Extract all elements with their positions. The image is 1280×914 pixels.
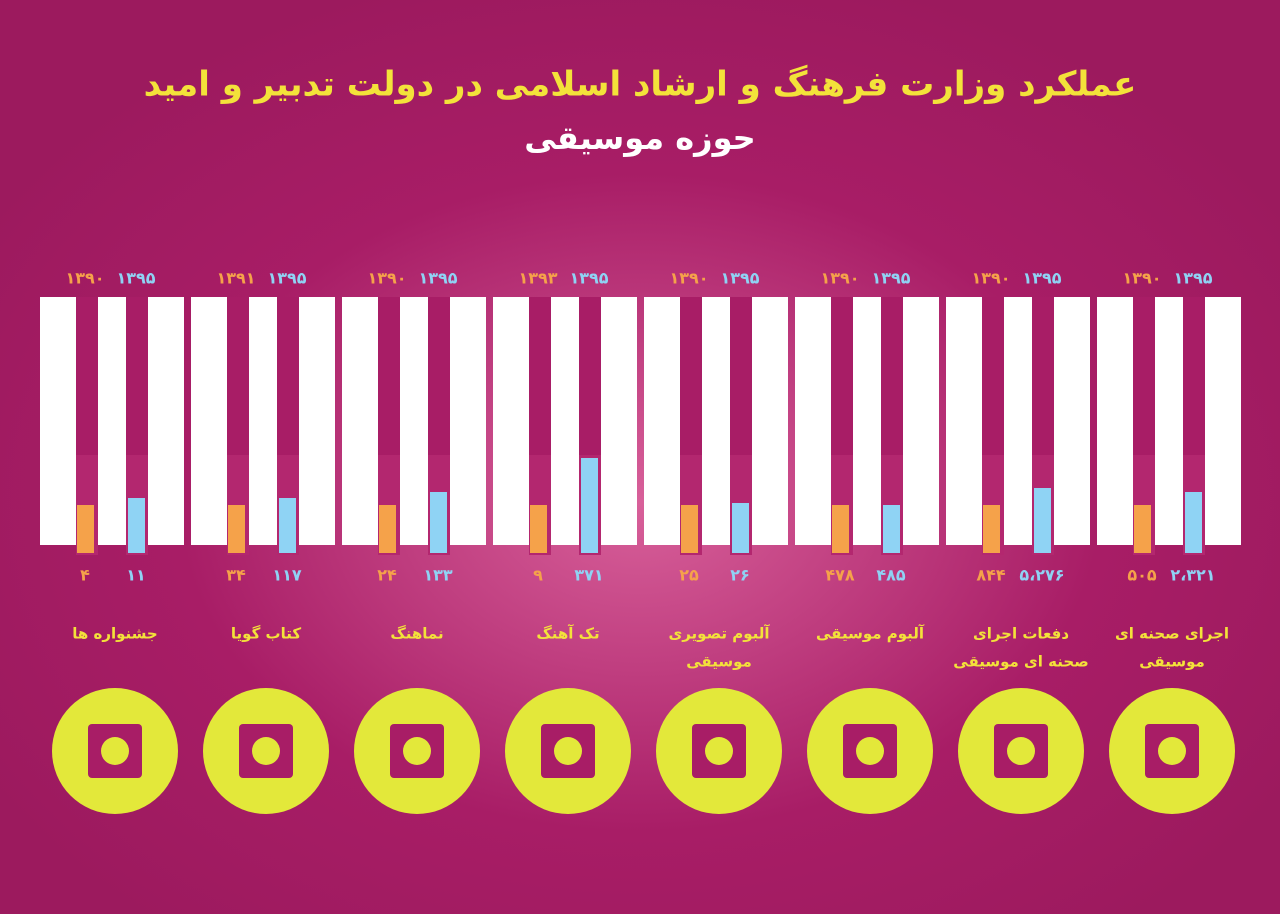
black-key (378, 297, 400, 455)
year-label: ۱۳۹۵ (267, 269, 306, 288)
category-label: نماهنگ (390, 625, 443, 643)
black-key (1183, 297, 1205, 455)
category-label: موسیقی (686, 653, 752, 671)
category-label: آلبوم تصویری (668, 625, 770, 643)
category-label: کتاب گویا (231, 625, 301, 643)
bar-old (832, 505, 849, 553)
black-key (227, 297, 249, 455)
bar-old (228, 505, 245, 553)
bar-old (681, 505, 698, 553)
year-label: ۱۳۹۵ (1173, 269, 1212, 288)
year-label: ۱۳۹۳ (518, 269, 557, 288)
year-label: ۱۳۹۰ (1122, 269, 1161, 288)
icon-detail (252, 737, 280, 765)
bar-old (983, 505, 1000, 553)
year-label: ۱۳۹۰ (65, 269, 104, 288)
icon-detail (554, 737, 582, 765)
black-key (1032, 297, 1054, 455)
bar-new (732, 503, 749, 553)
year-label: ۱۳۹۵ (720, 269, 759, 288)
icon-detail (856, 737, 884, 765)
bar-new (1034, 488, 1051, 553)
black-key (126, 297, 148, 455)
black-key (730, 297, 752, 455)
value-label: ۳۴ (226, 566, 246, 585)
icon-detail (101, 737, 129, 765)
bar-old (379, 505, 396, 553)
bar-old (77, 505, 94, 553)
year-label: ۱۳۹۵ (1022, 269, 1061, 288)
bar-new (128, 498, 145, 553)
value-label: ۸۴۴ (976, 566, 1006, 585)
groups: ۱۳۹۰ ۱۳۹۵ ۵۰۵ ۲،۳۲۱ اجرای صحنه ای موسیقی ۱۳۹۰ ۱… (40, 269, 1241, 814)
title: عملکرد وزارت فرهنگ و ارشاد اسلامی در دول… (144, 65, 1137, 105)
year-label: ۱۳۹۵ (116, 269, 155, 288)
value-label: ۹ (533, 566, 543, 585)
icon-detail (1007, 737, 1035, 765)
bar-old (1134, 505, 1151, 553)
value-label: ۵۰۵ (1127, 566, 1157, 585)
year-label: ۱۳۹۵ (569, 269, 608, 288)
year-label: ۱۳۹۰ (367, 269, 406, 288)
black-key (680, 297, 702, 455)
value-label: ۱۱ (126, 566, 146, 585)
bar-new (430, 492, 447, 553)
black-key (881, 297, 903, 455)
year-label: ۱۳۹۰ (820, 269, 859, 288)
bar-new (581, 458, 598, 553)
value-label: ۵،۲۷۶ (1019, 566, 1064, 585)
value-label: ۳۷۱ (574, 566, 603, 585)
black-key (277, 297, 299, 455)
bar-new (1185, 492, 1202, 553)
bar-old (530, 505, 547, 553)
category-label: اجرای صحنه ای (1115, 625, 1229, 643)
value-label: ۴۸۵ (876, 566, 906, 585)
value-label: ۱۱۷ (272, 566, 302, 585)
category-label: تک آهنگ (536, 625, 599, 643)
value-label: ۲،۳۲۱ (1170, 566, 1215, 585)
value-label: ۲۵ (679, 566, 699, 585)
category-label: آلبوم موسیقی (816, 625, 925, 643)
icon-detail (705, 737, 733, 765)
category-label: دفعات اجرای (973, 625, 1069, 643)
value-label: ۱۳۳ (423, 566, 453, 585)
subtitle: حوزه موسیقی (524, 119, 755, 157)
black-key (579, 297, 601, 455)
year-label: ۱۳۹۱ (216, 269, 255, 288)
black-key (529, 297, 551, 455)
category-label: صحنه ای موسیقی (953, 653, 1088, 671)
bar-new (883, 505, 900, 553)
category-label: جشنواره ها (72, 625, 158, 643)
black-key (1133, 297, 1155, 455)
year-label: ۱۳۹۰ (971, 269, 1010, 288)
black-key (76, 297, 98, 455)
black-key (982, 297, 1004, 455)
icon-detail (403, 737, 431, 765)
category-label: موسیقی (1139, 653, 1205, 671)
value-label: ۲۴ (377, 566, 397, 585)
year-label: ۱۳۹۰ (669, 269, 708, 288)
value-label: ۲۶ (730, 566, 750, 585)
year-label: ۱۳۹۵ (871, 269, 910, 288)
icon-detail (1158, 737, 1186, 765)
black-key (831, 297, 853, 455)
value-label: ۴ (80, 566, 90, 585)
value-label: ۴۷۸ (825, 566, 855, 585)
year-label: ۱۳۹۵ (418, 269, 457, 288)
bar-new (279, 498, 296, 553)
black-key (428, 297, 450, 455)
